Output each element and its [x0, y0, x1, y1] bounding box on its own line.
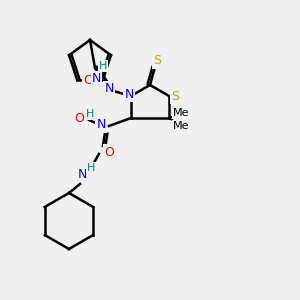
- Text: H: H: [86, 109, 94, 119]
- Text: O: O: [83, 74, 93, 87]
- Text: N: N: [77, 167, 87, 181]
- Text: N: N: [92, 73, 101, 85]
- Text: O: O: [104, 146, 114, 158]
- Text: H: H: [87, 163, 95, 173]
- Text: O: O: [74, 112, 84, 124]
- Text: Me: Me: [173, 108, 189, 118]
- Text: H: H: [99, 61, 107, 71]
- Text: Me: Me: [173, 121, 189, 131]
- Text: N: N: [124, 88, 134, 100]
- Text: N: N: [96, 118, 106, 131]
- Text: N: N: [104, 82, 114, 95]
- Text: S: S: [153, 55, 161, 68]
- Text: S: S: [171, 89, 179, 103]
